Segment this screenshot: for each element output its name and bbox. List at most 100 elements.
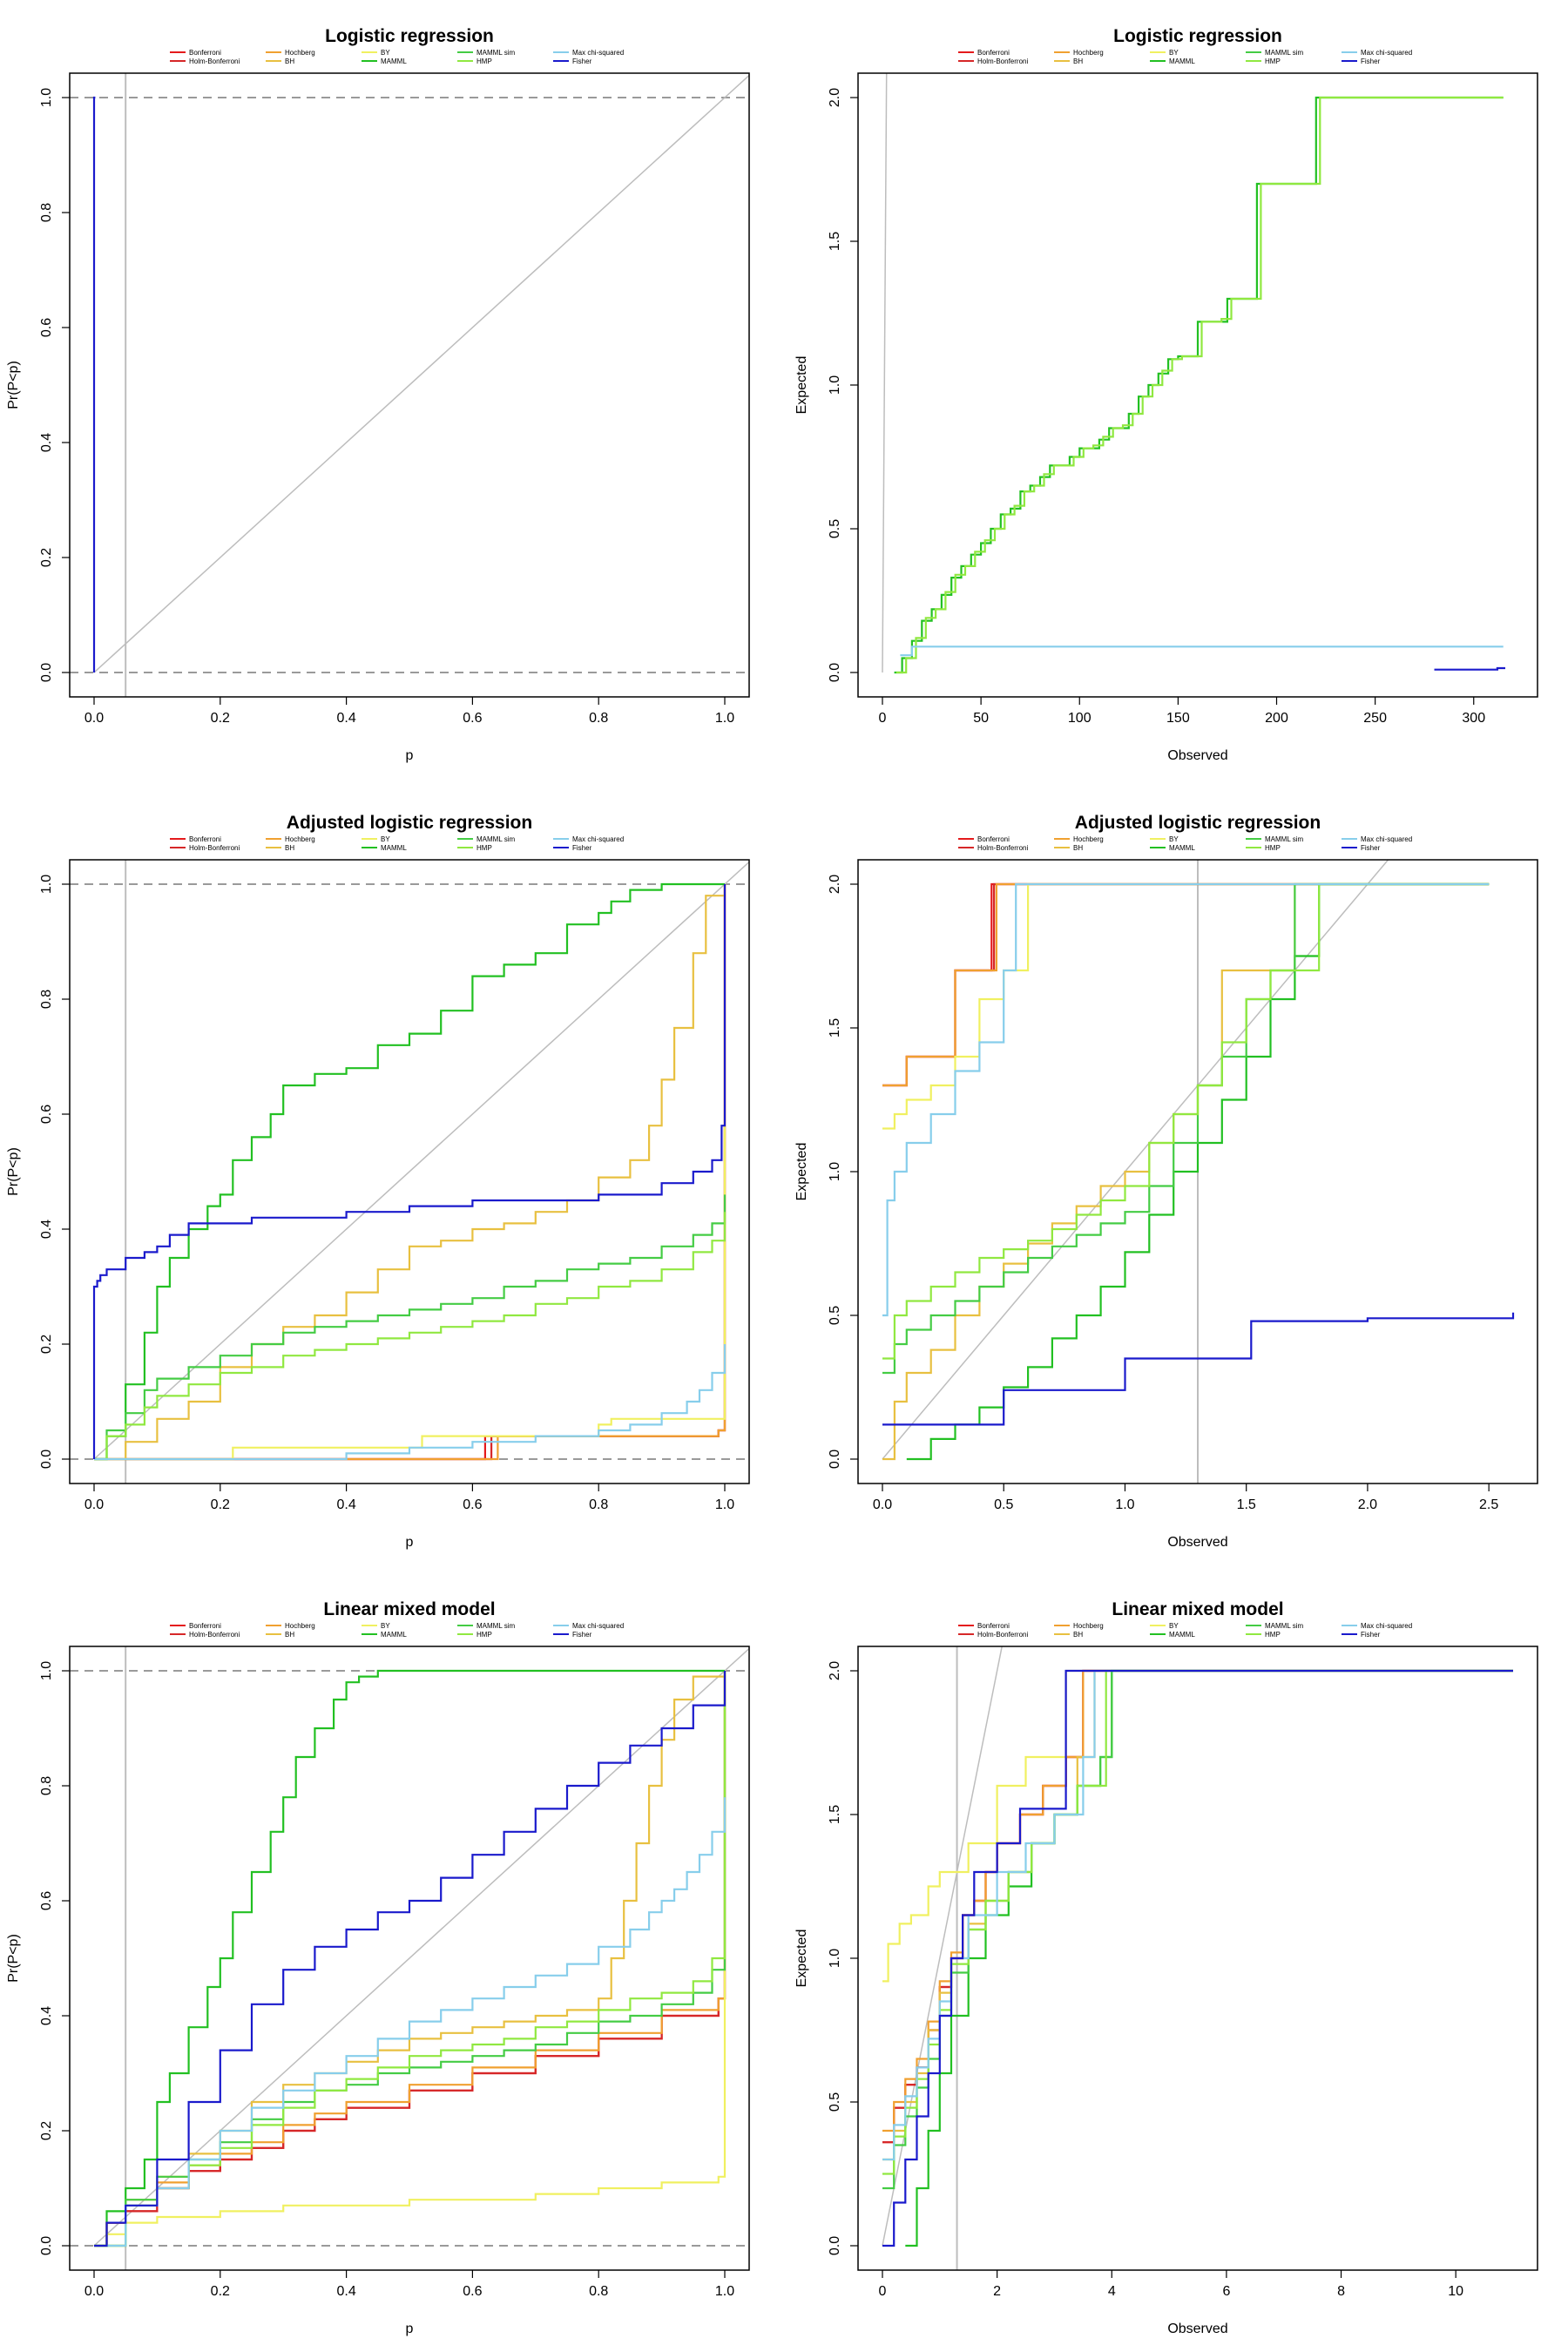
y-tick-label: 0.5 (828, 519, 842, 538)
legend-label: BY (1169, 1622, 1179, 1630)
legend: BonferroniHolm-BonferroniHochbergBHBYMAM… (170, 835, 624, 852)
legend-label: HMP (1265, 57, 1281, 65)
legend-label: Bonferroni (977, 835, 1010, 843)
y-tick-label: 1.0 (828, 375, 842, 395)
chart-title: Linear mixed model (1112, 1599, 1283, 1619)
y-axis-label: Pr(P<p) (6, 1934, 21, 1983)
plot-area (882, 860, 1515, 1484)
y-axis: 0.0 0.2 0.4 0.6 0.8 1.0 Pr(P<p) (6, 875, 70, 1469)
legend-label: BY (381, 835, 390, 843)
x-tick-label: 200 (1265, 711, 1288, 726)
x-tick-label: 8 (1337, 2284, 1345, 2299)
legend-label: MAMML sim (1265, 835, 1303, 843)
legend-label: Hochberg (285, 1622, 315, 1630)
y-tick-label: 0.2 (39, 548, 54, 567)
x-tick-label: 0.4 (336, 711, 355, 726)
legend-label: HMP (476, 1631, 492, 1639)
legend-label: Holm-Bonferroni (977, 844, 1028, 852)
y-tick-label: 0.5 (828, 2092, 842, 2112)
series-line-mamml (906, 882, 1490, 1461)
y-tick-label: 0.6 (39, 318, 54, 337)
legend-label: Bonferroni (189, 835, 221, 843)
x-tick-label: 50 (973, 711, 989, 726)
y-axis-label: Pr(P<p) (6, 361, 21, 409)
y-tick-label: 1.0 (39, 88, 54, 107)
y-tick-label: 0.0 (828, 663, 842, 682)
series-line-max-chi-squared (94, 1344, 727, 1461)
x-tick-label: 4 (1108, 2284, 1116, 2299)
y-tick-label: 0.0 (39, 2236, 54, 2255)
chart-title: Logistic regression (325, 26, 494, 46)
x-tick-label: 2.0 (1358, 1497, 1377, 1512)
series-line-hmp (882, 1669, 1513, 2175)
y-tick-label: 1.0 (828, 1162, 842, 1181)
y-tick-label: 0.8 (39, 203, 54, 222)
series-line-by (94, 884, 727, 1461)
x-tick-label: 0 (879, 711, 887, 726)
x-tick-label: 0.0 (84, 711, 104, 726)
x-tick-label: 0.0 (873, 1497, 892, 1512)
x-tick-label: 0.2 (211, 2284, 230, 2299)
x-tick-label: 1.0 (1115, 1497, 1134, 1512)
x-tick-label: 0.0 (84, 2284, 104, 2299)
y-tick-label: 1.5 (828, 1018, 842, 1037)
series-line-hmp (94, 1671, 727, 2247)
legend-label: Hochberg (285, 49, 315, 57)
x-tick-label: 0.2 (211, 711, 230, 726)
x-tick-label: 0.4 (336, 2284, 355, 2299)
x-axis-label: Observed (1167, 2322, 1227, 2336)
y-axis-label: Expected (794, 1143, 809, 1201)
y-tick-label: 0.0 (39, 1450, 54, 1469)
legend-label: Holm-Bonferroni (977, 57, 1028, 65)
x-tick-label: 0.5 (994, 1497, 1013, 1512)
legend-label: HMP (476, 844, 492, 852)
legend-label: Bonferroni (977, 1622, 1010, 1630)
series-line-hochberg (94, 884, 727, 1461)
y-tick-label: 0.4 (39, 1220, 54, 1239)
legend-label: MAMML sim (476, 835, 515, 843)
series-line-by (882, 882, 1490, 1130)
reference-diagonal (882, 860, 1389, 1460)
series-line-fisher (92, 96, 96, 672)
legend-label: MAMML (1169, 1631, 1195, 1639)
legend-label: Bonferroni (189, 1622, 221, 1630)
legend-label: MAMML sim (1265, 1622, 1303, 1630)
legend-label: BY (1169, 49, 1179, 57)
legend-label: Fisher (572, 1631, 592, 1639)
reference-diagonal (93, 74, 749, 673)
x-tick-label: 0.8 (589, 1497, 608, 1512)
y-axis: 0.0 0.5 1.0 1.5 2.0 Expected (794, 875, 858, 1469)
legend-label: Max chi-squared (1361, 835, 1412, 843)
x-axis-label: p (406, 2322, 414, 2336)
y-tick-label: 0.2 (39, 2121, 54, 2140)
legend: BonferroniHolm-BonferroniHochbergBHBYMAM… (958, 49, 1412, 65)
x-tick-label: 2 (993, 2284, 1001, 2299)
series-line-holm-bonferroni (882, 1669, 1513, 2144)
x-tick-label: 1.0 (715, 711, 734, 726)
series-line-max-chi-squared (900, 645, 1504, 657)
y-tick-label: 1.0 (39, 1661, 54, 1680)
legend-label: BY (1169, 835, 1179, 843)
legend-label: Hochberg (285, 835, 315, 843)
legend-label: Max chi-squared (1361, 1622, 1412, 1630)
chart-panel-6: Linear mixed model BonferroniHolm-Bonferr… (794, 1599, 1538, 2336)
y-tick-label: 1.0 (828, 1949, 842, 1968)
y-tick-label: 0.8 (39, 1776, 54, 1795)
y-axis-label: Pr(P<p) (6, 1147, 21, 1196)
x-tick-label: 0.6 (463, 711, 482, 726)
chart-title: Adjusted logistic regression (1075, 813, 1321, 833)
x-tick-label: 0.8 (589, 711, 608, 726)
legend-label: Fisher (1361, 844, 1381, 852)
x-tick-label: 2.5 (1479, 1497, 1498, 1512)
chart-panel-1: Logistic regression BonferroniHolm-Bonfer… (6, 26, 750, 763)
series-line-fisher (94, 1671, 727, 2247)
series-line-fisher (882, 1312, 1515, 1426)
series-line-fisher (1434, 666, 1505, 671)
legend-label: MAMML (381, 844, 407, 852)
legend-label: Hochberg (1073, 49, 1104, 57)
legend-label: BH (1073, 57, 1083, 65)
legend-label: Fisher (572, 844, 592, 852)
x-axis: 0.0 0.2 0.4 0.6 0.8 1.0 p (84, 1484, 734, 1550)
x-tick-label: 0.6 (463, 2284, 482, 2299)
